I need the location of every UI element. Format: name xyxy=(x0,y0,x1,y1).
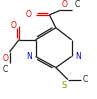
Text: C: C xyxy=(3,65,8,74)
Text: N: N xyxy=(75,52,81,61)
Text: O: O xyxy=(3,54,9,63)
Text: C: C xyxy=(83,75,88,84)
Text: C: C xyxy=(74,0,80,9)
Text: O: O xyxy=(10,21,16,30)
Text: N: N xyxy=(26,52,32,61)
Text: O: O xyxy=(61,0,67,9)
Text: S: S xyxy=(62,80,67,89)
Text: O: O xyxy=(26,10,32,19)
